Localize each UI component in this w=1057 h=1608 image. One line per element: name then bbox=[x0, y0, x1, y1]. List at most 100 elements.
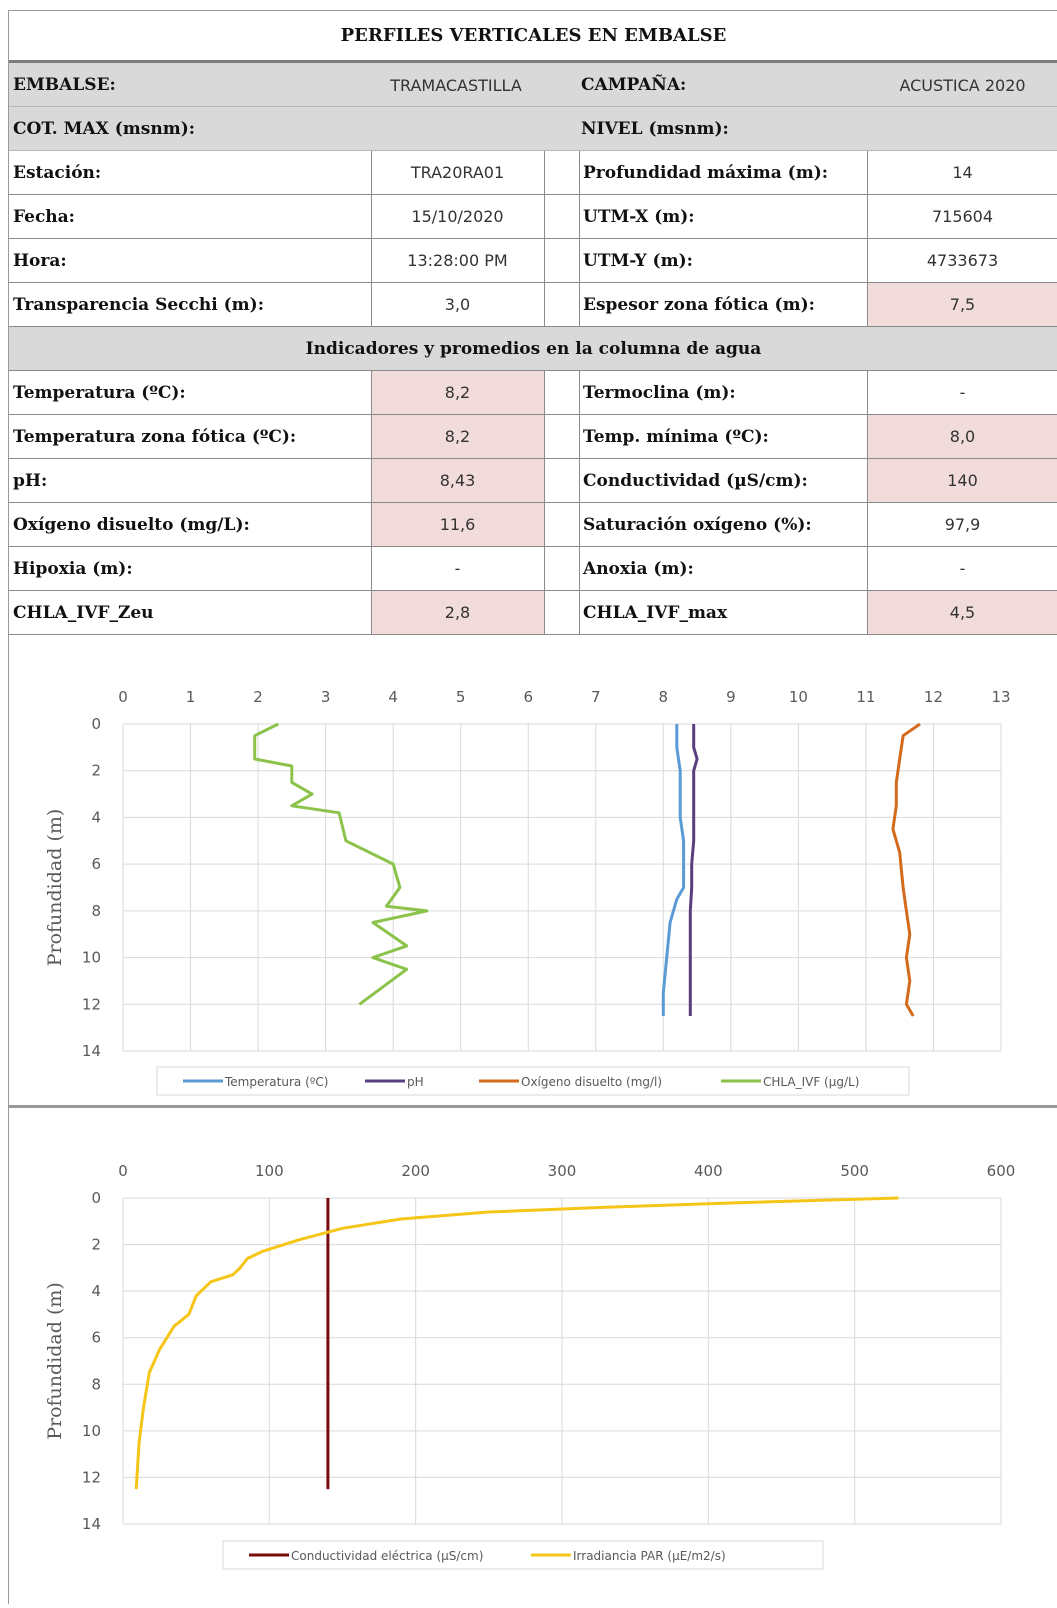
cotmax-label: COT. MAX (msnm): bbox=[13, 119, 196, 139]
cotmax-row: COT. MAX (msnm): NIVEL (msnm): bbox=[9, 107, 1057, 151]
x-tick-label: 0 bbox=[118, 688, 128, 706]
cell-divider bbox=[579, 195, 580, 239]
campana-label: CAMPAÑA: bbox=[581, 75, 687, 95]
cell-divider bbox=[371, 503, 372, 547]
legend-label: CHLA_IVF (µg/L) bbox=[763, 1075, 859, 1089]
cell-divider bbox=[371, 239, 372, 283]
cell-divider bbox=[867, 591, 868, 635]
indicator-row: Temperatura (ºC): 8,2 Termoclina (m): - bbox=[9, 371, 1057, 415]
x-tick-label: 13 bbox=[991, 688, 1010, 706]
indicator-value: 140 bbox=[867, 459, 1057, 502]
legend-label: Conductividad eléctrica (µS/cm) bbox=[291, 1549, 483, 1563]
legend-box bbox=[222, 1540, 824, 1570]
x-tick-label: 600 bbox=[987, 1162, 1016, 1180]
station-value: 3,0 bbox=[444, 295, 471, 314]
indicator-value: 11,6 bbox=[371, 503, 544, 546]
x-tick-label: 400 bbox=[694, 1162, 723, 1180]
cell-divider bbox=[544, 239, 545, 283]
station-label: Hora: bbox=[13, 250, 67, 271]
indicator-value: - bbox=[959, 559, 966, 578]
x-tick-label: 8 bbox=[659, 688, 669, 706]
indicator-label: pH: bbox=[13, 470, 48, 491]
indicator-row: CHLA_IVF_Zeu 2,8 CHLA_IVF_max 4,5 bbox=[9, 591, 1057, 635]
x-tick-label: 6 bbox=[523, 688, 533, 706]
station-label: Estación: bbox=[13, 162, 102, 183]
cell-divider bbox=[579, 239, 580, 283]
embalse-label: EMBALSE: bbox=[13, 75, 116, 95]
station-label: Transparencia Secchi (m): bbox=[13, 294, 264, 315]
y-tick-label: 8 bbox=[91, 902, 101, 920]
indicator-label: CHLA_IVF_Zeu bbox=[13, 602, 154, 623]
station-value: 14 bbox=[952, 163, 973, 182]
cell-divider bbox=[579, 459, 580, 503]
indicator-label: CHLA_IVF_max bbox=[583, 602, 728, 623]
y-tick-label: 8 bbox=[91, 1375, 101, 1393]
y-tick-label: 4 bbox=[91, 808, 101, 826]
x-tick-label: 100 bbox=[255, 1162, 284, 1180]
cell-divider bbox=[867, 239, 868, 283]
x-tick-label: 0 bbox=[118, 1162, 128, 1180]
indicator-value: 2,8 bbox=[371, 591, 544, 634]
cell-divider bbox=[544, 591, 545, 635]
indicator-value: 8,2 bbox=[371, 371, 544, 414]
chart-profiles-area: 0 1 2 3 4 5 6 7 8 9 10 11 12 13 0 2 4 6 8 10 12 14 Profundidad… bbox=[9, 635, 1057, 1108]
cell-divider bbox=[579, 503, 580, 547]
cell-divider bbox=[371, 547, 372, 591]
y-tick-label: 12 bbox=[82, 1468, 101, 1486]
cell-divider bbox=[371, 459, 372, 503]
par-conductivity-chart: 0 100 200 300 400 500 600 0 2 4 6 8 10 12 14 Profundida… bbox=[44, 1162, 1016, 1570]
cell-divider bbox=[544, 371, 545, 415]
cell-divider bbox=[867, 371, 868, 415]
y-tick-label: 2 bbox=[91, 762, 101, 780]
campana-value: ACUSTICA 2020 bbox=[899, 75, 1026, 95]
cell-divider bbox=[544, 283, 545, 327]
cell-divider bbox=[867, 503, 868, 547]
y-tick-label: 6 bbox=[91, 1329, 101, 1347]
cell-divider bbox=[371, 151, 372, 195]
station-label: Espesor zona fótica (m): bbox=[583, 294, 815, 315]
indicator-row: Temperatura zona fótica (ºC): 8,2 Temp. mí… bbox=[9, 415, 1057, 459]
cell-divider bbox=[579, 371, 580, 415]
cell-divider bbox=[544, 503, 545, 547]
y-tick-label: 4 bbox=[91, 1282, 101, 1300]
indicator-label: Temperatura zona fótica (ºC): bbox=[13, 426, 297, 447]
indicator-value: - bbox=[959, 383, 966, 402]
cell-divider bbox=[579, 151, 580, 195]
x-tick-label: 4 bbox=[388, 688, 398, 706]
cell-divider bbox=[867, 415, 868, 459]
y-tick-label: 14 bbox=[82, 1042, 101, 1060]
station-label: UTM-Y (m): bbox=[583, 250, 693, 271]
embalse-value: TRAMACASTILLA bbox=[390, 75, 522, 95]
indicator-value: 8,0 bbox=[867, 415, 1057, 458]
cell-divider bbox=[867, 283, 868, 327]
cell-divider bbox=[867, 151, 868, 195]
y-tick-label: 12 bbox=[82, 995, 101, 1013]
legend-label: pH bbox=[407, 1075, 424, 1089]
cell-divider bbox=[544, 195, 545, 239]
x-tick-label: 11 bbox=[856, 688, 875, 706]
cell-divider bbox=[867, 547, 868, 591]
indicator-label: Oxígeno disuelto (mg/L): bbox=[13, 514, 250, 535]
series-line-2 bbox=[891, 722, 921, 1017]
station-row: Fecha: 15/10/2020 UTM-X (m): 715604 bbox=[9, 195, 1057, 239]
station-label: Profundidad máxima (m): bbox=[583, 162, 829, 183]
station-value: 13:28:00 PM bbox=[407, 251, 508, 270]
x-tick-label: 12 bbox=[924, 688, 943, 706]
cell-divider bbox=[544, 415, 545, 459]
cell-divider bbox=[579, 283, 580, 327]
indicator-value: 8,2 bbox=[371, 415, 544, 458]
legend-label: Temperatura (ºC) bbox=[224, 1075, 328, 1089]
station-value: 7,5 bbox=[867, 283, 1057, 326]
station-label: UTM-X (m): bbox=[583, 206, 695, 227]
indicator-label: Saturación oxígeno (%): bbox=[583, 514, 812, 535]
indicator-label: Hipoxia (m): bbox=[13, 558, 133, 579]
station-row: Hora: 13:28:00 PM UTM-Y (m): 4733673 bbox=[9, 239, 1057, 283]
y-axis-title: Profundidad (m) bbox=[44, 1282, 66, 1440]
station-row: Transparencia Secchi (m): 3,0 Espesor zona… bbox=[9, 283, 1057, 327]
indicators-heading: Indicadores y promedios en la columna de… bbox=[9, 327, 1057, 371]
y-axis-title: Profundidad (m) bbox=[44, 809, 66, 967]
indicator-row: Hipoxia (m): - Anoxia (m): - bbox=[9, 547, 1057, 591]
cell-divider bbox=[544, 547, 545, 591]
y-tick-label: 0 bbox=[91, 1189, 101, 1207]
y-tick-label: 14 bbox=[82, 1515, 101, 1533]
